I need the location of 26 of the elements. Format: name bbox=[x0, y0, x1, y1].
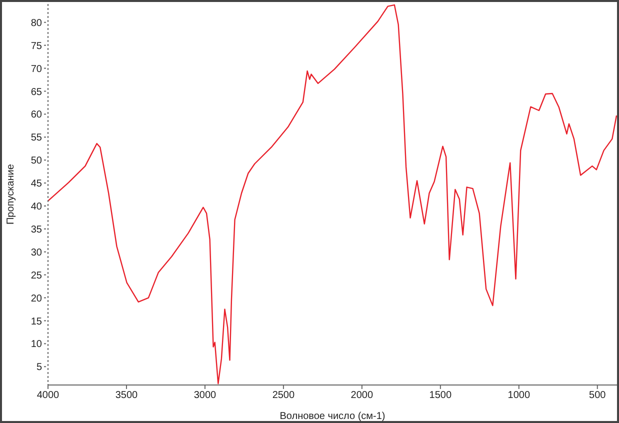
x-tick-label: 4000 bbox=[36, 390, 60, 402]
y-tick-label: 65 bbox=[30, 86, 42, 98]
x-tick-label: 2000 bbox=[350, 390, 374, 402]
y-tick-label: 20 bbox=[30, 293, 42, 304]
x-tick-label: 2500 bbox=[272, 390, 296, 402]
y-tick-label: 60 bbox=[30, 110, 42, 121]
y-tick-label: 70 bbox=[30, 64, 42, 75]
x-tick-label: 1500 bbox=[429, 390, 452, 402]
y-tick-label: 5 bbox=[36, 362, 42, 374]
y-tick-label: 55 bbox=[30, 132, 42, 144]
y-tick-label: 45 bbox=[30, 178, 42, 190]
y-tick-label: 15 bbox=[30, 316, 42, 328]
y-axis-title: Пропускание bbox=[6, 164, 17, 224]
y-tick-label: 30 bbox=[30, 247, 42, 258]
x-tick-label: 3500 bbox=[115, 390, 138, 402]
y-tick-label: 10 bbox=[30, 339, 42, 350]
y-tick-label: 75 bbox=[30, 40, 42, 52]
y-tick-label: 50 bbox=[30, 156, 42, 167]
x-axis-title: Волновое число (см-1) bbox=[280, 411, 386, 422]
y-tick-label: 40 bbox=[30, 202, 42, 213]
x-tick-label: 1000 bbox=[508, 390, 530, 402]
y-tick-label: 80 bbox=[30, 18, 42, 29]
y-tick-label: 35 bbox=[30, 224, 42, 236]
x-tick-label: 3000 bbox=[194, 390, 217, 402]
y-tick-label: 25 bbox=[30, 270, 42, 282]
x-tick-label: 500 bbox=[589, 390, 606, 402]
